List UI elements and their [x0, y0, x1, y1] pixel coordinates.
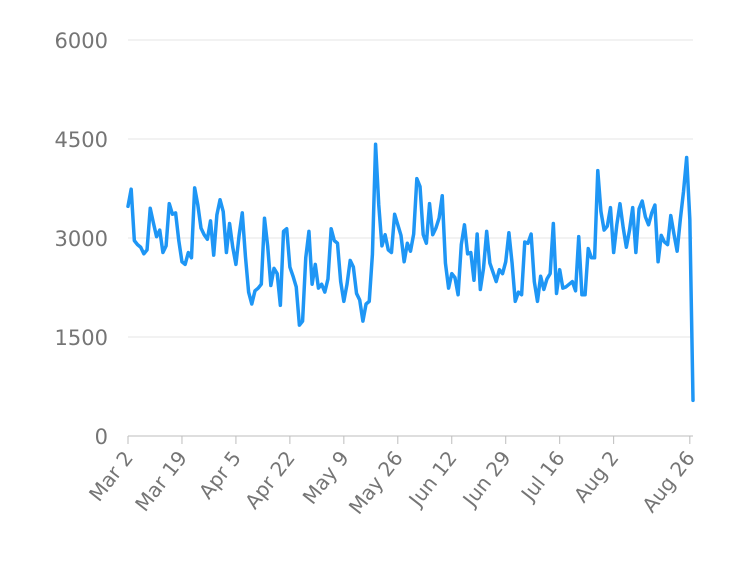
series-layer — [126, 142, 695, 403]
x-tick-label: May 26 — [344, 446, 408, 518]
x-tick-label: Apr 22 — [240, 446, 300, 513]
y-tick-label: 4500 — [55, 128, 108, 152]
y-tick-label: 0 — [95, 425, 108, 449]
x-tick-label: Jul 16 — [515, 446, 570, 506]
x-tick-label: Aug 2 — [569, 446, 624, 507]
x-tick-label: Mar 19 — [130, 446, 192, 516]
gridlines — [128, 39, 693, 338]
y-tick-label: 6000 — [55, 29, 108, 53]
x-tick-label: Mar 2 — [84, 446, 138, 506]
y-axis-ticks: 0 1500 3000 4500 6000 — [55, 29, 108, 449]
x-tick-label: Apr 5 — [194, 446, 246, 503]
series-line — [126, 142, 695, 403]
x-tick-label: Jun 12 — [403, 446, 462, 512]
x-tick-label: Jun 29 — [457, 446, 516, 512]
x-tick-label: Aug 26 — [637, 446, 700, 517]
y-tick-label: 3000 — [55, 227, 108, 251]
y-tick-label: 1500 — [55, 326, 108, 350]
x-tick-label: May 9 — [298, 446, 354, 508]
